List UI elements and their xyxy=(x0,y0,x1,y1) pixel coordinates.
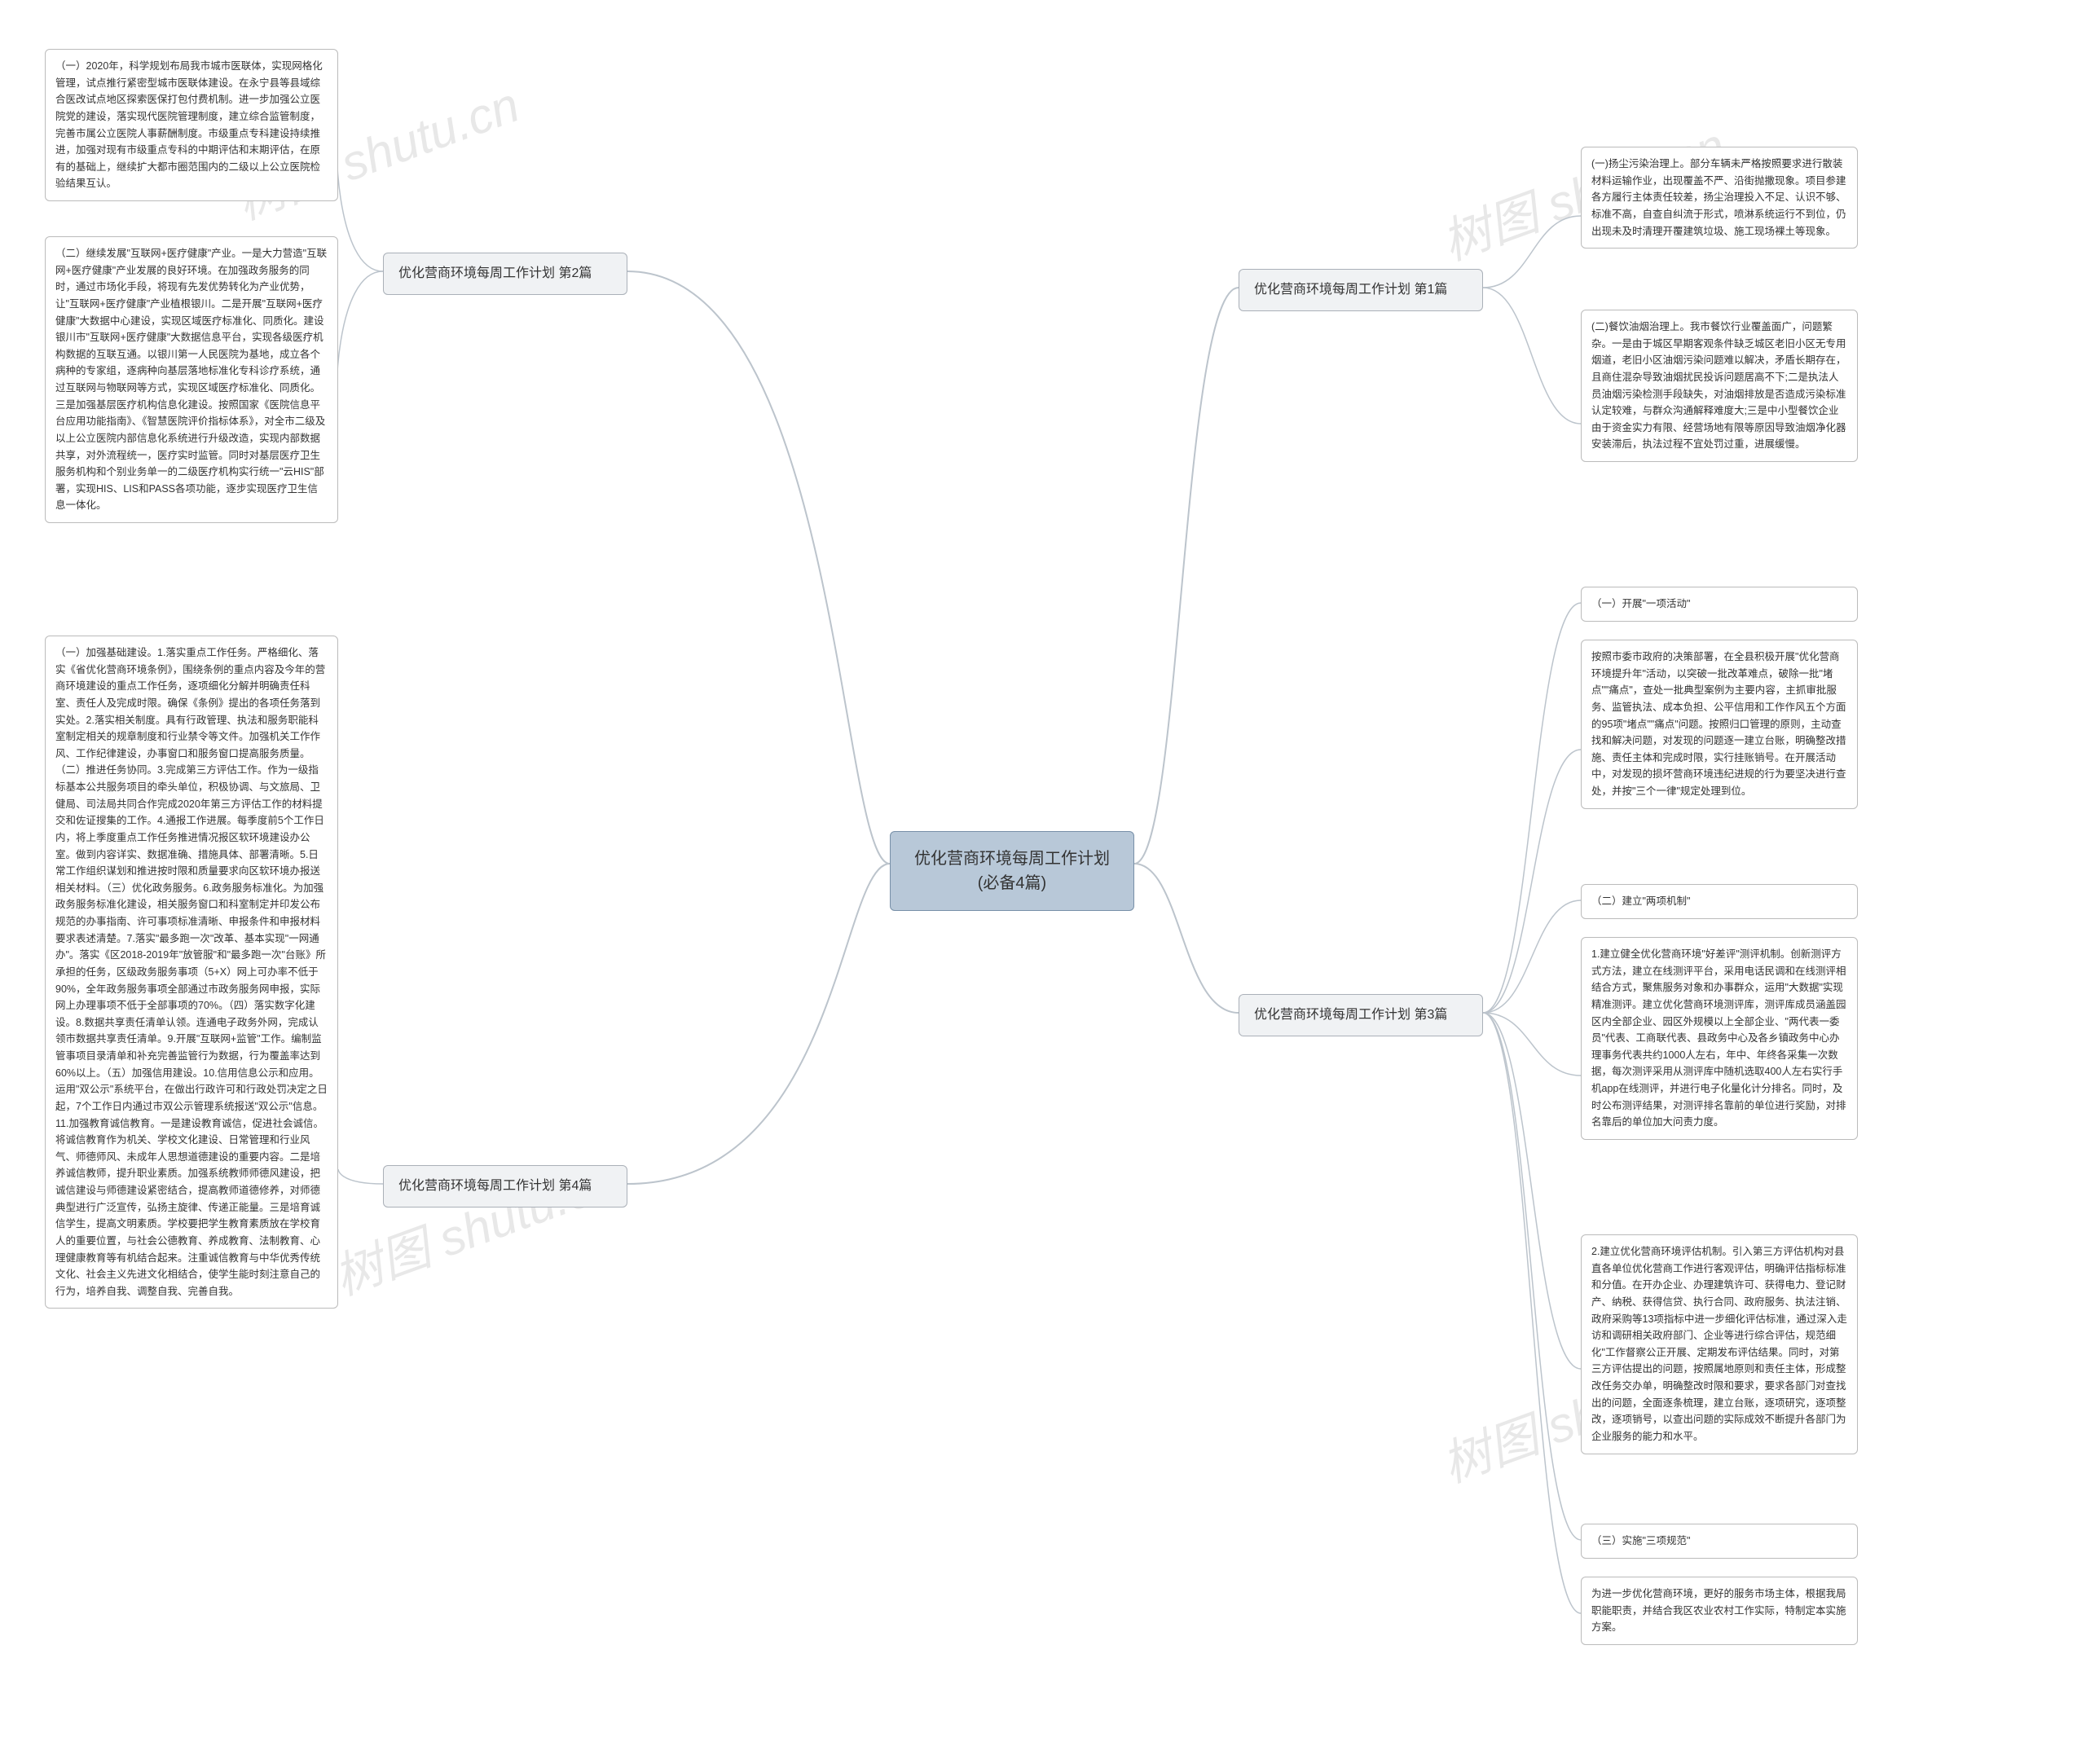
leaf-node: （三）实施"三项规范" xyxy=(1581,1524,1858,1559)
leaf-text: 2.建立优化营商环境评估机制。引入第三方评估机构对县直各单位优化营商工作进行客观… xyxy=(1591,1246,1847,1442)
branch-node-4: 优化营商环境每周工作计划 第4篇 xyxy=(383,1165,627,1208)
branch-node-1: 优化营商环境每周工作计划 第1篇 xyxy=(1239,269,1483,311)
leaf-node: （一）加强基础建设。1.落实重点工作任务。严格细化、落实《省优化营商环境条例》，… xyxy=(45,636,338,1309)
branch-node-2: 优化营商环境每周工作计划 第2篇 xyxy=(383,253,627,295)
leaf-node: (二)餐饮油烟治理上。我市餐饮行业覆盖面广，问题繁杂。一是由于城区早期客观条件缺… xyxy=(1581,310,1858,462)
branch-label: 优化营商环境每周工作计划 第2篇 xyxy=(398,266,592,280)
leaf-text: （一）开展"一项活动" xyxy=(1591,598,1690,609)
leaf-node: 按照市委市政府的决策部署，在全县积极开展"优化营商环境提升年"活动，以突破一批改… xyxy=(1581,640,1858,809)
center-title: 优化营商环境每周工作计划(必备4篇) xyxy=(914,850,1110,892)
branch-label: 优化营商环境每周工作计划 第3篇 xyxy=(1254,1008,1447,1022)
leaf-text: （一）2020年，科学规划布局我市城市医联体，实现网格化管理，试点推行紧密型城市… xyxy=(55,60,323,189)
center-node: 优化营商环境每周工作计划(必备4篇) xyxy=(890,831,1134,911)
leaf-text: (二)餐饮油烟治理上。我市餐饮行业覆盖面广，问题繁杂。一是由于城区早期客观条件缺… xyxy=(1591,321,1846,450)
leaf-text: （二）继续发展"互联网+医疗健康"产业。一是大力营造"互联网+医疗健康"产业发展… xyxy=(55,248,327,511)
branch-node-3: 优化营商环境每周工作计划 第3篇 xyxy=(1239,994,1483,1036)
leaf-node: 2.建立优化营商环境评估机制。引入第三方评估机构对县直各单位优化营商工作进行客观… xyxy=(1581,1234,1858,1454)
leaf-text: 1.建立健全优化营商环境"好差评"测评机制。创新测评方式方法，建立在线测评平台，… xyxy=(1591,948,1846,1128)
leaf-text: (一)扬尘污染治理上。部分车辆未严格按照要求进行散装材料运输作业，出现覆盖不严、… xyxy=(1591,158,1846,237)
leaf-text: 为进一步优化营商环境，更好的服务市场主体，根据我局职能职责，并结合我区农业农村工… xyxy=(1591,1588,1846,1633)
leaf-node: 1.建立健全优化营商环境"好差评"测评机制。创新测评方式方法，建立在线测评平台，… xyxy=(1581,937,1858,1140)
leaf-node: （一）2020年，科学规划布局我市城市医联体，实现网格化管理，试点推行紧密型城市… xyxy=(45,49,338,201)
leaf-node: （二）建立"两项机制" xyxy=(1581,884,1858,919)
leaf-node: 为进一步优化营商环境，更好的服务市场主体，根据我局职能职责，并结合我区农业农村工… xyxy=(1581,1577,1858,1645)
leaf-text: 按照市委市政府的决策部署，在全县积极开展"优化营商环境提升年"活动，以突破一批改… xyxy=(1591,651,1846,797)
leaf-node: （一）开展"一项活动" xyxy=(1581,587,1858,622)
leaf-text: （一）加强基础建设。1.落实重点工作任务。严格细化、落实《省优化营商环境条例》，… xyxy=(55,647,328,1297)
leaf-node: (一)扬尘污染治理上。部分车辆未严格按照要求进行散装材料运输作业，出现覆盖不严、… xyxy=(1581,147,1858,249)
branch-label: 优化营商环境每周工作计划 第1篇 xyxy=(1254,283,1447,297)
leaf-node: （二）继续发展"互联网+医疗健康"产业。一是大力营造"互联网+医疗健康"产业发展… xyxy=(45,236,338,523)
branch-label: 优化营商环境每周工作计划 第4篇 xyxy=(398,1179,592,1193)
leaf-text: （三）实施"三项规范" xyxy=(1591,1535,1690,1546)
leaf-text: （二）建立"两项机制" xyxy=(1591,895,1690,907)
